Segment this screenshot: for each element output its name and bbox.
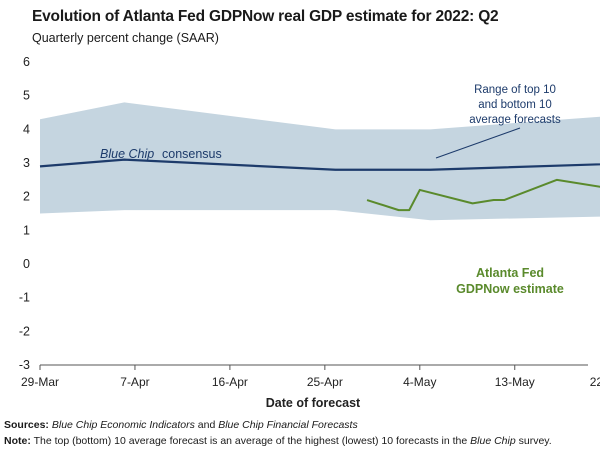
sources-and: and xyxy=(194,419,219,431)
consensus-line xyxy=(39,158,600,171)
y-tick-label: 0 xyxy=(23,257,30,271)
sources-italic-1: Blue Chip Economic Indicators xyxy=(51,419,195,431)
consensus-label-rest: consensus xyxy=(162,147,222,161)
x-tick-label: 22-May xyxy=(590,375,600,389)
note-italic: Blue Chip xyxy=(470,435,516,447)
gdpnow-label-line: GDPNow estimate xyxy=(456,282,564,296)
x-tick-label: 29-Mar xyxy=(21,375,59,389)
note-text: The top (bottom) 10 average forecast is … xyxy=(30,435,471,447)
x-tick-label: 16-Apr xyxy=(212,375,248,389)
gdpnow-label-line: Atlanta Fed xyxy=(476,266,544,280)
x-tick-label: 25-Apr xyxy=(307,375,343,389)
y-tick-label: 1 xyxy=(23,223,30,237)
note-end: survey. xyxy=(515,435,552,447)
x-tick-label: 7-Apr xyxy=(120,375,149,389)
sources-italic-2: Blue Chip Financial Forecasts xyxy=(218,419,358,431)
chart-title: Evolution of Atlanta Fed GDPNow real GDP… xyxy=(32,8,499,25)
chart-subtitle: Quarterly percent change (SAAR) xyxy=(32,31,219,45)
range-label-line: Range of top 10 xyxy=(474,84,556,96)
sources-label: Sources: xyxy=(4,419,49,431)
range-band-area xyxy=(40,102,600,221)
y-tick-label: -1 xyxy=(19,291,30,305)
range-label-line: and bottom 10 xyxy=(478,99,552,111)
y-tick-label: 2 xyxy=(23,190,30,204)
x-tick-label: 13-May xyxy=(495,375,535,389)
y-tick-label: 4 xyxy=(23,122,30,136)
footnote: Note: The top (bottom) 10 average foreca… xyxy=(4,435,552,447)
range-leader-line xyxy=(435,127,521,159)
x-tick-label: 4-May xyxy=(403,375,436,389)
y-tick-label: 6 xyxy=(23,55,30,69)
y-tick-label: 5 xyxy=(23,89,30,103)
sources-note: Sources: Blue Chip Economic Indicators a… xyxy=(4,419,358,431)
note-label: Note: xyxy=(4,435,31,447)
x-axis-title: Date of forecast xyxy=(266,396,361,410)
gdpnow-line xyxy=(366,178,600,212)
y-tick-label: -2 xyxy=(19,324,30,338)
y-tick-label: 3 xyxy=(23,156,30,170)
range-label-line: average forecasts xyxy=(469,114,561,126)
y-tick-label: -3 xyxy=(19,358,30,372)
consensus-label-italic: Blue Chip xyxy=(100,147,154,161)
